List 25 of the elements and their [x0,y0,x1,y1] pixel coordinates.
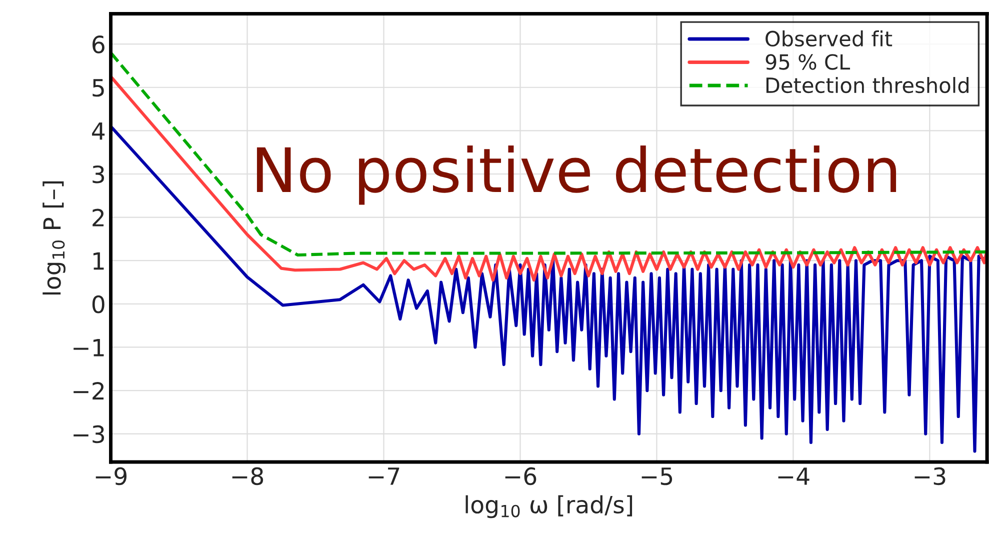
y-tick-label: 1 [93,252,104,270]
line-series [110,51,988,257]
x-tick-label: −3 [914,467,946,486]
legend-label: 95 % CL [766,54,850,70]
x-axis-title: log$_{10}$ ω [rad/s] [466,495,632,518]
y-tick-label: 4 [92,122,105,140]
y-tick-label: −3 [74,425,104,444]
y-tick-label: 6 [92,36,104,54]
x-tick-label: −8 [232,467,264,486]
y-tick-label: 5 [92,79,104,97]
y-axis-title: log$_{10}$ P [–] [42,181,66,294]
y-tick-label: −1 [74,338,104,356]
line-series [110,75,988,282]
annotation: No positive detection [256,146,896,205]
x-tick-label: −5 [642,468,672,486]
y-tick-label: 2 [92,208,104,226]
x-tick-label: −6 [505,467,536,486]
legend-label: Observed fit [766,30,892,47]
x-tick-label: −9 [96,467,127,486]
y-tick-label: 3 [92,165,104,184]
x-tick-label: −4 [778,468,810,485]
x-tick-label: −7 [368,468,400,485]
y-tick-label: 0 [92,295,104,314]
y-tick-label: −2 [74,382,104,400]
legend-label: Detection threshold [766,76,968,94]
